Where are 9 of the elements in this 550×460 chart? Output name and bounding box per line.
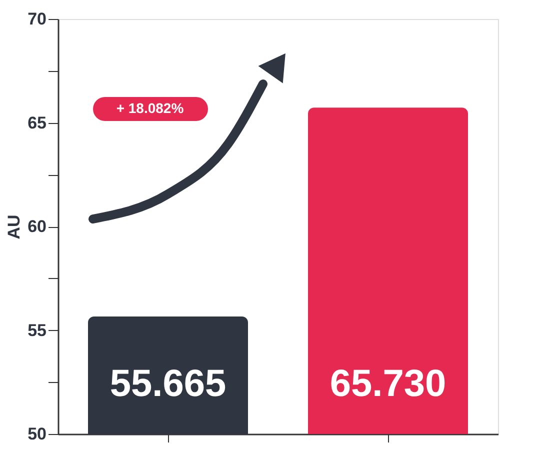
data-label: 55.665 <box>110 363 226 405</box>
y-tick-label: 55 <box>28 320 46 340</box>
y-axis-title: AU <box>4 214 24 240</box>
y-tick-label: 50 <box>28 424 46 444</box>
annotation: + 18.082% <box>116 100 184 116</box>
data-label: 65.730 <box>330 363 446 405</box>
y-tick-label: 60 <box>28 217 46 236</box>
y-tick-label: 70 <box>28 10 46 28</box>
y-tick-label: 65 <box>28 113 46 132</box>
